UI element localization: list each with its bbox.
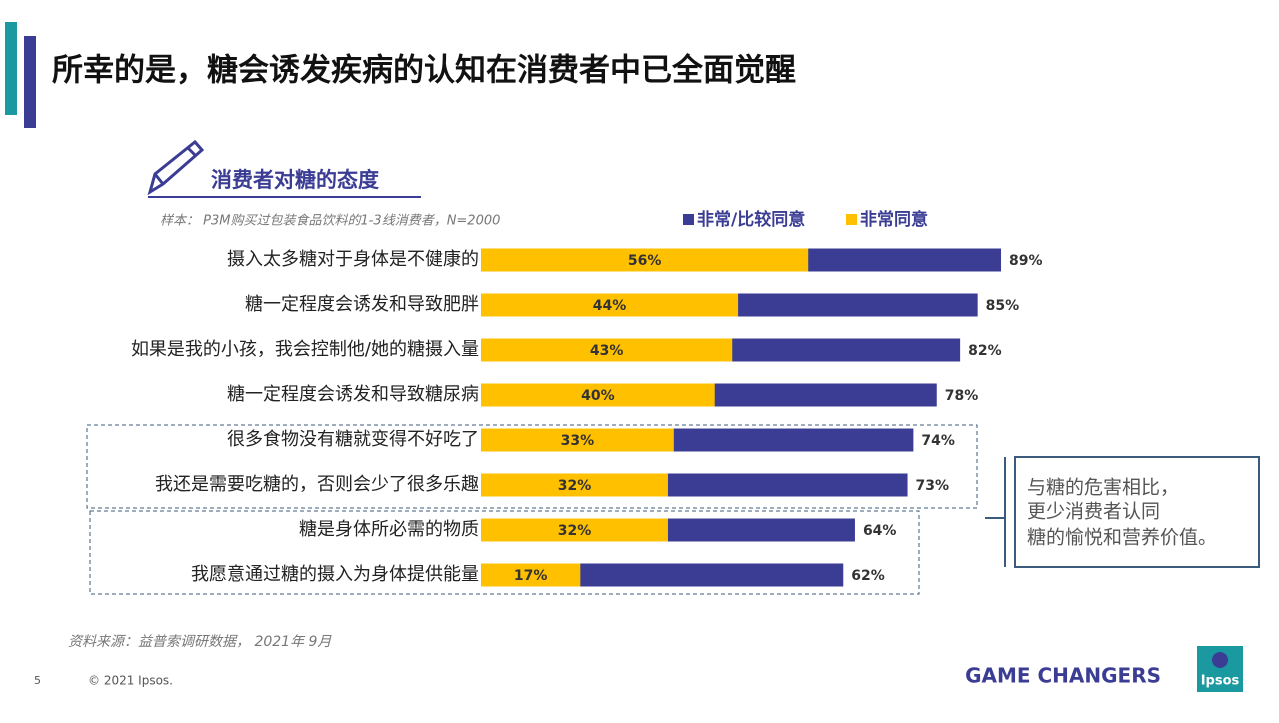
value-label: 17% <box>514 568 548 584</box>
callout-text: 更少消费者认同 <box>1027 501 1160 523</box>
bar <box>481 293 739 317</box>
bar <box>481 248 809 272</box>
value-label: 82% <box>968 343 1002 359</box>
connector <box>985 457 1006 567</box>
category-label: 糖一定程度会诱发和导致肥胖 <box>245 294 479 315</box>
legend-label: 非常/比较同意 <box>697 209 805 230</box>
chart-title: 消费者对糖的态度 <box>211 168 379 192</box>
category-label: 很多食物没有糖就变得不好吃了 <box>227 429 479 450</box>
category-label: 如果是我的小孩，我会控制他/她的糖摄入量 <box>131 339 479 360</box>
value-label: 62% <box>851 568 885 584</box>
highlight-box <box>89 510 920 595</box>
category-label: 我愿意通过糖的摄入为身体提供能量 <box>191 564 479 585</box>
bar <box>481 338 733 362</box>
bar <box>481 563 581 587</box>
legend-label: 非常同意 <box>860 209 928 230</box>
logo-dot <box>1212 652 1228 668</box>
accent-bar <box>5 22 17 115</box>
value-label: 43% <box>590 343 624 359</box>
callout-text: 糖的愉悦和营养价值。 <box>1027 527 1217 549</box>
pencil-icon <box>147 139 205 196</box>
category-label: 我还是需要吃糖的，否则会少了很多乐趣 <box>155 474 479 495</box>
accent-bar <box>24 36 36 128</box>
page-number: 5 <box>34 674 41 687</box>
bar <box>481 383 715 407</box>
sample-note: 样本： P3M购买过包装食品饮料的1-3线消费者，N=2000 <box>160 213 500 229</box>
value-label: 33% <box>561 433 595 449</box>
copyright: © 2021 Ipsos. <box>88 674 173 688</box>
highlight-box <box>86 424 978 509</box>
value-label: 74% <box>921 433 955 449</box>
value-label: 73% <box>916 478 950 494</box>
value-label: 44% <box>593 298 627 314</box>
logo-text: Ipsos <box>1201 674 1240 689</box>
value-label: 78% <box>945 388 979 404</box>
bar <box>481 518 668 542</box>
legend-swatch <box>683 214 694 225</box>
value-label: 40% <box>581 388 615 404</box>
source-note: 资料来源：益普索调研数据， 2021年 9月 <box>68 634 332 650</box>
category-label: 糖一定程度会诱发和导致糖尿病 <box>227 384 479 405</box>
category-label: 摄入太多糖对于身体是不健康的 <box>227 249 479 270</box>
value-label: 85% <box>986 298 1020 314</box>
tagline: GAME CHANGERS <box>965 664 1161 688</box>
callout-text: 与糖的危害相比， <box>1027 477 1179 499</box>
callout-box <box>1014 456 1260 568</box>
bar <box>481 473 668 497</box>
value-label: 64% <box>863 523 897 539</box>
value-label: 32% <box>558 523 592 539</box>
slide-title: 所幸的是，糖会诱发疾病的认知在消费者中已全面觉醒 <box>52 53 796 89</box>
value-label: 89% <box>1009 253 1043 269</box>
legend-swatch <box>846 214 857 225</box>
category-label: 糖是身体所必需的物质 <box>299 519 479 540</box>
value-label: 32% <box>558 478 592 494</box>
value-label: 56% <box>628 253 662 269</box>
bar <box>481 428 674 452</box>
